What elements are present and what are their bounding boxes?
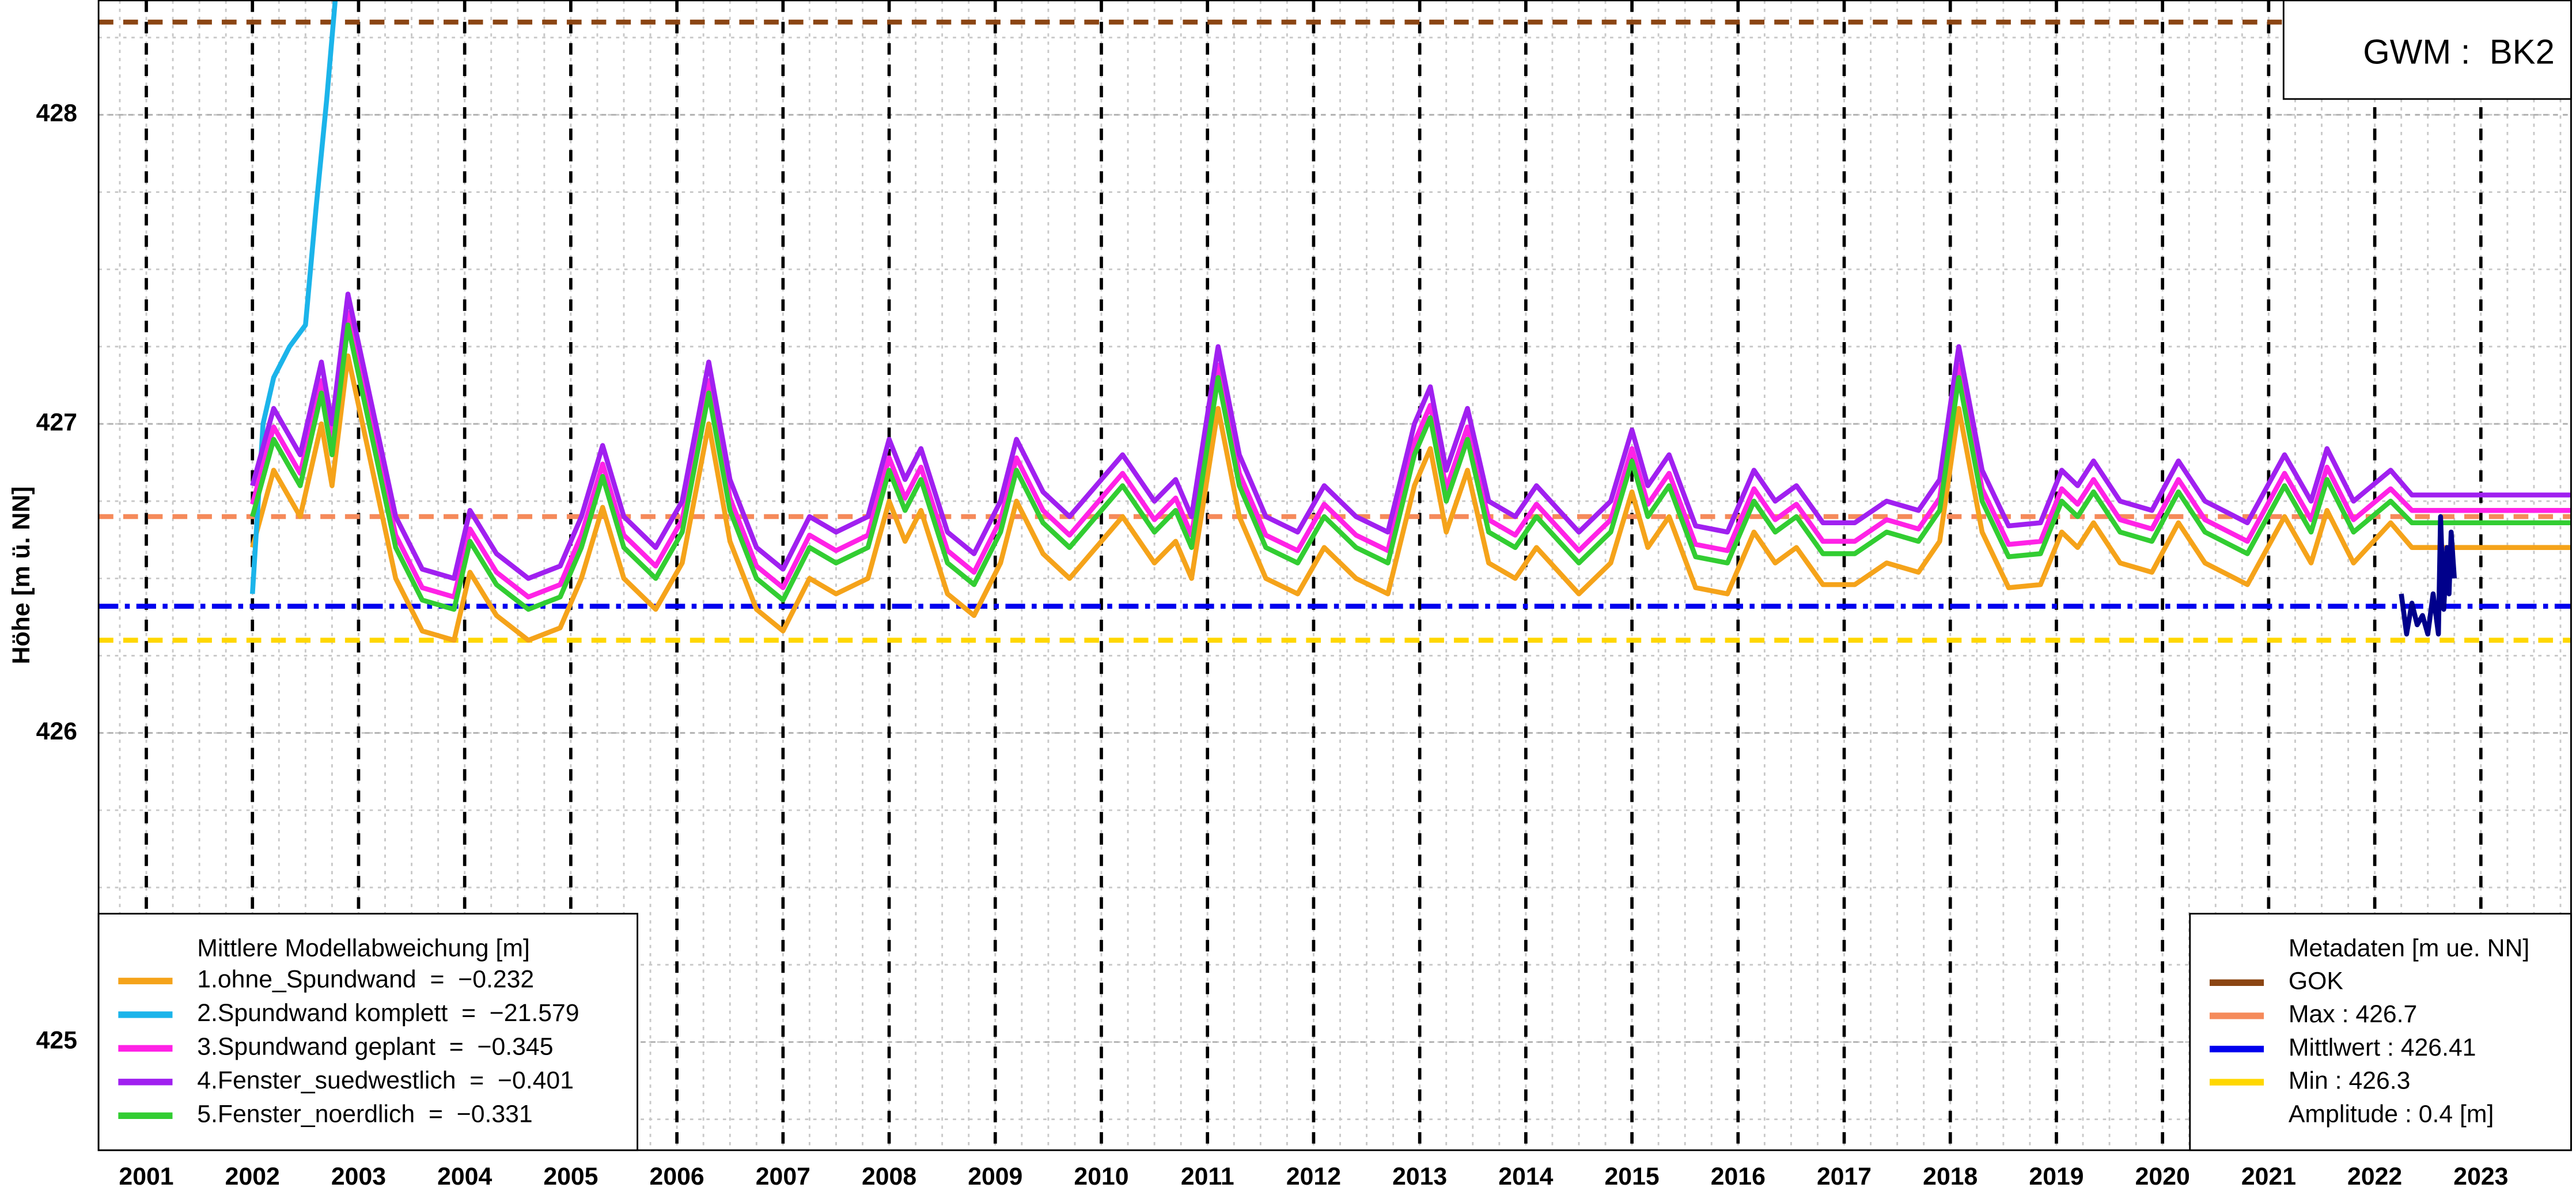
observed-line bbox=[2399, 514, 2457, 637]
x-tick-label: 2012 bbox=[1286, 1163, 1341, 1190]
legend-label: 4.Fenster_suedwestlich = −0.401 bbox=[197, 1067, 574, 1094]
x-tick-label: 2023 bbox=[2453, 1163, 2508, 1190]
meta-legend-label: Max : 426.7 bbox=[2289, 1000, 2417, 1028]
y-tick-label: 428 bbox=[36, 100, 77, 127]
meta-legend-label: GOK bbox=[2289, 968, 2344, 995]
plot-frame bbox=[97, 0, 2572, 1151]
x-tick-label: 2002 bbox=[225, 1163, 280, 1190]
x-tick-label: 2018 bbox=[1923, 1163, 1978, 1190]
legend-title: Mittlere Modellabweichung [m] bbox=[197, 935, 530, 962]
legend-box bbox=[97, 913, 639, 1151]
x-tick-label: 2011 bbox=[1181, 1163, 1234, 1190]
x-tick-label: 2001 bbox=[119, 1163, 173, 1190]
plot-lines bbox=[99, 0, 2571, 643]
y-tick-label: 427 bbox=[36, 408, 77, 436]
x-tick-label: 2003 bbox=[331, 1163, 386, 1190]
meta-legend-label: Mittlwert : 426.41 bbox=[2289, 1034, 2476, 1061]
legend-label: 3.Spundwand geplant = −0.345 bbox=[197, 1033, 553, 1061]
legend-label: 1.ohne_Spundwand = −0.232 bbox=[197, 966, 534, 993]
station-label: GWM : BK2 bbox=[2363, 33, 2555, 71]
meta-legend-label: Min : 426.3 bbox=[2289, 1067, 2411, 1094]
legend-label: 5.Fenster_noerdlich = −0.331 bbox=[197, 1101, 532, 1128]
series-line bbox=[249, 0, 338, 594]
legend-label: 2.Spundwand komplett = −21.579 bbox=[197, 999, 579, 1027]
x-tick-label: 2005 bbox=[543, 1163, 598, 1190]
x-tick-label: 2007 bbox=[756, 1163, 810, 1190]
x-tick-label: 2008 bbox=[862, 1163, 916, 1190]
series-line bbox=[250, 310, 2571, 600]
x-tick-label: 2009 bbox=[968, 1163, 1022, 1190]
x-tick-label: 2017 bbox=[1817, 1163, 1872, 1190]
x-tick-label: 2016 bbox=[1711, 1163, 1766, 1190]
y-tick-label: 426 bbox=[36, 718, 77, 745]
y-axis-title: Höhe [m ü. NN] bbox=[7, 487, 35, 665]
x-tick-label: 2014 bbox=[1498, 1163, 1553, 1190]
y-tick-label: 425 bbox=[36, 1027, 77, 1054]
grid bbox=[99, 0, 2571, 1151]
meta-legend-box bbox=[2189, 913, 2572, 1151]
series-line bbox=[250, 323, 2571, 612]
x-tick-label: 2021 bbox=[2241, 1163, 2296, 1190]
series-line bbox=[250, 353, 2571, 643]
x-tick-label: 2022 bbox=[2347, 1163, 2402, 1190]
meta-note: Amplitude : 0.4 [m] bbox=[2289, 1101, 2494, 1128]
x-tick-label: 2006 bbox=[650, 1163, 704, 1190]
x-tick-label: 2020 bbox=[2135, 1163, 2190, 1190]
meta-legend-title: Metadaten [m ue. NN] bbox=[2289, 935, 2529, 962]
series-line bbox=[250, 291, 2571, 581]
station-box bbox=[2282, 0, 2572, 100]
x-tick-label: 2013 bbox=[1392, 1163, 1447, 1190]
x-tick-label: 2010 bbox=[1074, 1163, 1128, 1190]
x-tick-label: 2015 bbox=[1605, 1163, 1660, 1190]
x-tick-label: 2004 bbox=[437, 1163, 492, 1190]
x-tick-label: 2019 bbox=[2029, 1163, 2083, 1190]
